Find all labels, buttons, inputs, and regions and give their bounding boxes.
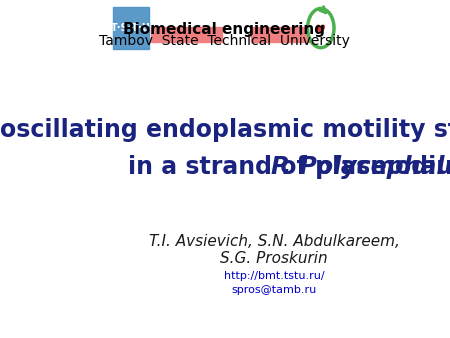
Text: S.G. Proskurin: S.G. Proskurin [220, 251, 328, 266]
Text: Self-oscillating endoplasmic motility study: Self-oscillating endoplasmic motility st… [0, 118, 450, 142]
Text: spros@tamb.ru: spros@tamb.ru [231, 285, 317, 295]
Bar [151, 27, 222, 42]
Text: in a strand of plasmodium: in a strand of plasmodium [128, 155, 450, 179]
Text: http://bmt.tstu.ru/: http://bmt.tstu.ru/ [224, 271, 324, 281]
Text: P. Polycephalum: P. Polycephalum [271, 155, 450, 179]
Bar [252, 27, 312, 42]
Bar [112, 7, 149, 49]
Circle shape [308, 8, 334, 48]
Text: ♥: ♥ [315, 24, 326, 37]
Text: T.I. Avsievich, S.N. Abdulkareem,: T.I. Avsievich, S.N. Abdulkareem, [148, 234, 400, 249]
Text: Biomedical engineering: Biomedical engineering [123, 22, 325, 37]
Text: Tambov  State  Technical  University: Tambov State Technical University [99, 34, 350, 48]
Text: T·S·T·U: T·S·T·U [111, 23, 151, 33]
